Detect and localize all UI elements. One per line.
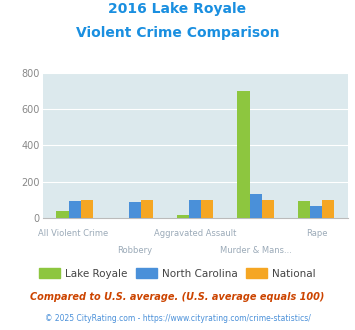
Bar: [310, 206, 322, 218]
Bar: [129, 202, 141, 218]
Text: Robbery: Robbery: [117, 246, 152, 255]
Bar: [56, 212, 69, 218]
Bar: [250, 194, 262, 218]
Bar: [322, 200, 334, 218]
Bar: [81, 200, 93, 218]
Bar: [262, 200, 274, 218]
Text: 2016 Lake Royale: 2016 Lake Royale: [108, 2, 247, 16]
Text: All Violent Crime: All Violent Crime: [38, 229, 108, 238]
Bar: [201, 200, 213, 218]
Bar: [237, 91, 250, 218]
Bar: [189, 200, 201, 218]
Text: Murder & Mans...: Murder & Mans...: [220, 246, 292, 255]
Text: Violent Crime Comparison: Violent Crime Comparison: [76, 26, 279, 40]
Text: Compared to U.S. average. (U.S. average equals 100): Compared to U.S. average. (U.S. average …: [30, 292, 325, 302]
Bar: [69, 201, 81, 218]
Bar: [177, 215, 189, 218]
Bar: [298, 201, 310, 218]
Text: Aggravated Assault: Aggravated Assault: [154, 229, 236, 238]
Legend: Lake Royale, North Carolina, National: Lake Royale, North Carolina, National: [35, 264, 320, 283]
Bar: [141, 200, 153, 218]
Text: © 2025 CityRating.com - https://www.cityrating.com/crime-statistics/: © 2025 CityRating.com - https://www.city…: [45, 314, 310, 323]
Text: Rape: Rape: [307, 229, 328, 238]
